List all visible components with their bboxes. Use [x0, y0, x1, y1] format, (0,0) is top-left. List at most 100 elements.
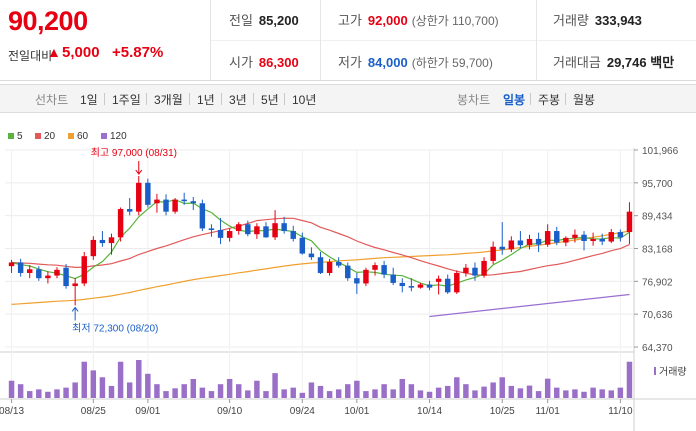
volume-bar	[45, 391, 51, 398]
volume-bar	[345, 384, 351, 398]
volume-bar	[572, 389, 578, 398]
candle-body	[335, 261, 342, 266]
candle-body	[354, 278, 360, 284]
y-tick-label: 95,700	[642, 179, 673, 190]
x-tick-label: 10/01	[344, 406, 369, 417]
period-1w-button[interactable]: 1주일	[112, 93, 141, 107]
volume-bar	[154, 384, 160, 398]
candle-body	[290, 231, 296, 239]
change-percent: +5.87%	[112, 44, 164, 61]
volume-bar	[145, 373, 151, 398]
candle-body	[245, 224, 251, 235]
volume-bar	[254, 380, 260, 398]
candle-body	[326, 261, 333, 273]
candle-body	[36, 269, 42, 279]
candle-body	[226, 231, 233, 238]
candle-body	[90, 239, 97, 257]
candle-body	[17, 262, 24, 273]
y-tick-label: 83,168	[642, 245, 673, 256]
volume-bar	[354, 380, 360, 398]
candle-body	[8, 262, 15, 267]
row-divider	[211, 40, 696, 41]
legend-label-ma20: 20	[44, 131, 56, 142]
volume-bar	[608, 390, 615, 398]
candle-body	[26, 269, 33, 273]
legend-swatch-ma5	[8, 133, 14, 139]
high-arrow-icon	[135, 161, 143, 175]
candlestick-chart: 5 20 60 120 101,966 95,700 89,434 83,168 76,902 7…	[0, 131, 696, 431]
candle-body	[526, 238, 533, 246]
candle-body	[435, 278, 442, 282]
candle-body	[308, 253, 315, 258]
period-10y-button[interactable]: 10년	[292, 93, 317, 107]
x-tick-label: 09/01	[135, 406, 160, 417]
y-tick-label: 64,370	[642, 343, 673, 354]
candle-chart-label: 봉차트	[457, 93, 491, 107]
candle-body	[426, 284, 433, 288]
candle-body	[408, 286, 415, 288]
period-3m-button[interactable]: 3개월	[154, 93, 183, 107]
volume-bar	[399, 379, 406, 398]
line-chart-label: 선차트	[35, 93, 69, 107]
monthly-candle-button[interactable]: 월봉	[573, 93, 596, 107]
volume-bar	[490, 382, 496, 398]
x-tick-label: 11/10	[608, 406, 633, 417]
candle-body	[508, 240, 515, 250]
candle-body	[544, 231, 551, 245]
volume-bar	[408, 384, 415, 398]
volume-bar	[36, 389, 42, 398]
candle-body	[517, 240, 524, 246]
candle-body	[472, 267, 478, 276]
period-1d-button[interactable]: 1일	[80, 93, 98, 107]
volume-bar	[235, 384, 242, 398]
volume-bar	[563, 390, 569, 398]
period-5y-button[interactable]: 5년	[261, 93, 279, 107]
weekly-candle-button[interactable]: 주봉	[538, 93, 561, 107]
y-tick-label: 76,902	[642, 277, 673, 288]
volume-bar	[81, 361, 87, 398]
candle-body	[208, 228, 215, 230]
volume-bar	[17, 384, 24, 398]
legend-label-ma60: 60	[77, 131, 89, 142]
volume-bar	[90, 370, 97, 398]
volume-bar	[99, 377, 106, 398]
candle-body	[363, 269, 369, 284]
candle-body	[72, 283, 78, 287]
volume-bar	[63, 387, 69, 398]
candle-body	[563, 237, 569, 243]
volume-bar	[444, 385, 451, 398]
volume-bar	[217, 384, 224, 398]
x-tick-label: 08/25	[81, 406, 106, 417]
volume-bar	[163, 391, 169, 398]
volume-bar	[199, 387, 206, 398]
volume-bar	[335, 389, 342, 398]
candle-body	[181, 199, 187, 202]
legend-swatch-ma60	[68, 133, 74, 139]
y-tick-label: 70,636	[642, 310, 673, 321]
candle-body	[444, 278, 451, 293]
stat-volume: 거래량 333,943	[553, 13, 642, 28]
candle-body	[45, 275, 51, 279]
volume-bar	[617, 387, 624, 398]
volume-bar	[517, 388, 524, 398]
daily-candle-button[interactable]: 일봉	[503, 93, 526, 107]
candle-body	[599, 238, 605, 242]
candle-body	[117, 209, 124, 238]
volume-bar	[472, 390, 478, 398]
candle-body	[317, 257, 324, 273]
volume-bar	[308, 382, 315, 398]
candle-body	[217, 229, 224, 238]
stat-high: 고가 92,000 (상한가 110,700)	[338, 13, 499, 28]
high-annotation: 최고 97,000 (08/31)	[91, 147, 177, 159]
volume-bar	[26, 391, 33, 398]
volume-bar	[390, 389, 396, 398]
period-1y-button[interactable]: 1년	[197, 93, 215, 107]
period-3y-button[interactable]: 3년	[229, 93, 247, 107]
volume-bar	[208, 391, 215, 398]
low-arrow-icon	[71, 306, 79, 321]
volume-bar	[590, 387, 596, 398]
stat-low: 저가 84,000 (하한가 59,700)	[338, 55, 493, 70]
candle-body	[235, 224, 242, 232]
legend-label-ma120: 120	[110, 131, 127, 142]
candle-body	[63, 267, 69, 287]
